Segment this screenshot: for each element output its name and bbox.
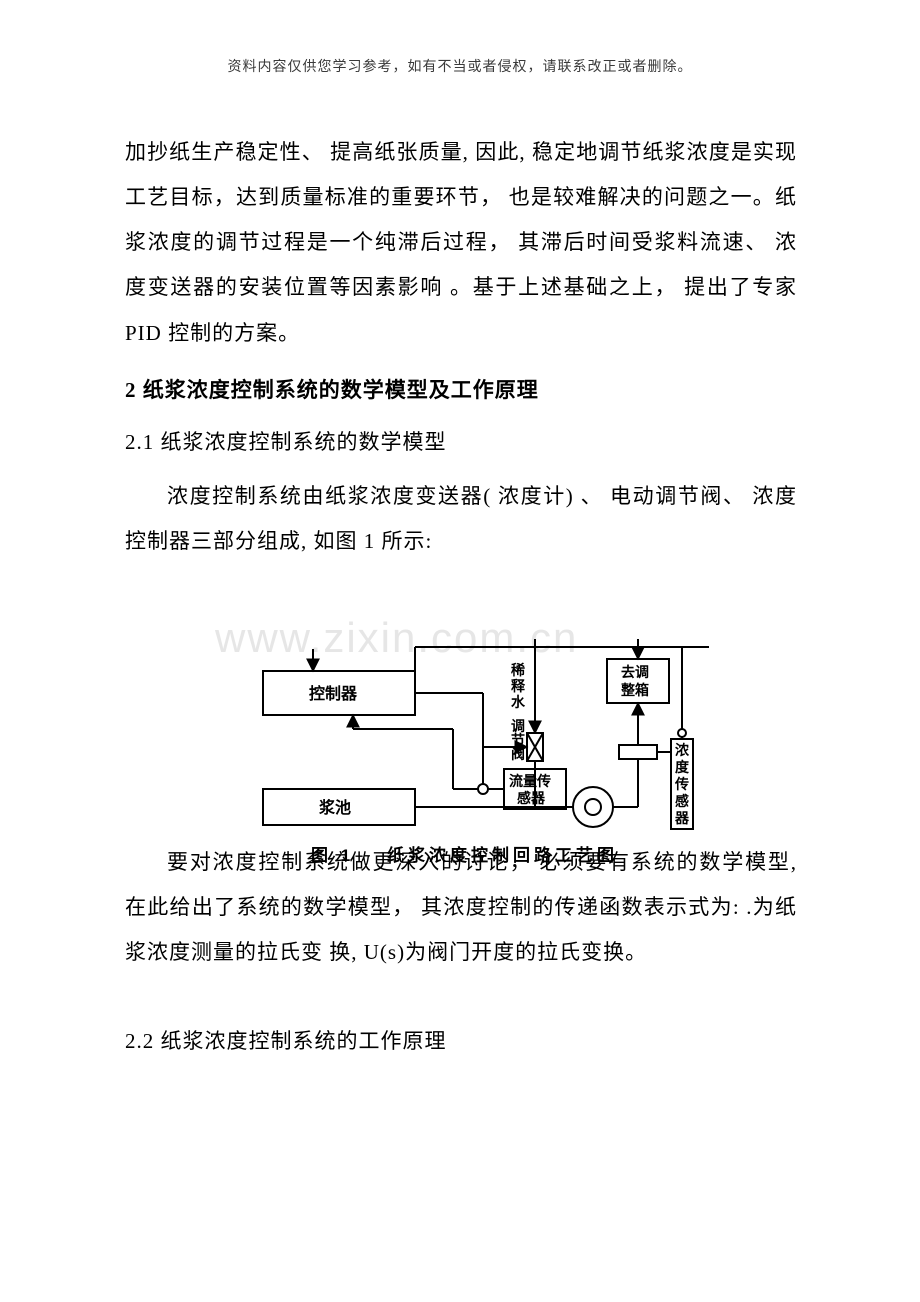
- node-controller-label: 控制器: [309, 684, 358, 703]
- node-pond-label: 浆池: [318, 798, 351, 817]
- figure-caption-text: 纸浆浓度控制回路工艺图: [387, 845, 618, 865]
- node-flow-sensor-label-2: 感器: [517, 790, 546, 806]
- label-dilute-1: 稀: [511, 662, 525, 678]
- label-dilute-3: 水: [511, 694, 526, 710]
- paragraph-intro: 加抄纸生产稳定性、 提高纸张质量, 因此, 稳定地调节纸浆浓度是实现工艺目标，达…: [125, 130, 797, 356]
- diagram-svg: 控制器 浆池 去调 整箱 流量传 感器 稀 释 水 调 节 阀: [253, 629, 709, 879]
- label-conc-3: 传: [674, 776, 689, 792]
- paragraph-model-intro: 浓度控制系统由纸浆浓度变送器( 浓度计) 、 电动调节阀、 浓度控制器三部分组成…: [125, 474, 797, 564]
- heading-section-2: 2 纸浆浓度控制系统的数学模型及工作原理: [125, 374, 797, 404]
- label-dilute-2: 释: [511, 678, 526, 694]
- pump-icon: [573, 787, 613, 827]
- figure-caption-label: 图 1: [311, 846, 354, 865]
- header-disclaimer: 资料内容仅供您学习参考，如有不当或者侵权，请联系改正或者删除。: [0, 56, 920, 76]
- figure-1-diagram: 控制器 浆池 去调 整箱 流量传 感器 稀 释 水 调 节 阀: [253, 629, 709, 879]
- page: 资料内容仅供您学习参考，如有不当或者侵权，请联系改正或者删除。 www.zixi…: [0, 0, 920, 1302]
- valve-icon: [527, 733, 543, 761]
- instrument-block: [619, 745, 657, 759]
- label-conc-2: 度: [675, 759, 690, 775]
- node-flow-sensor-label-1: 流量传: [509, 773, 551, 789]
- label-conc-1: 浓: [675, 742, 690, 758]
- label-valve-3: 阀: [511, 746, 525, 762]
- heading-section-2-2: 2.2 纸浆浓度控制系统的工作原理: [125, 1025, 797, 1055]
- label-conc-5: 器: [674, 810, 690, 826]
- node-tank-label-1: 去调: [621, 664, 649, 680]
- heading-section-2-1: 2.1 纸浆浓度控制系统的数学模型: [125, 426, 797, 456]
- node-tank-label-2: 整箱: [620, 682, 649, 698]
- junction-node-1: [478, 784, 488, 794]
- junction-node-2: [678, 729, 686, 737]
- content-area: 加抄纸生产稳定性、 提高纸张质量, 因此, 稳定地调节纸浆浓度是实现工艺目标，达…: [125, 130, 797, 1073]
- label-conc-4: 感: [675, 793, 689, 809]
